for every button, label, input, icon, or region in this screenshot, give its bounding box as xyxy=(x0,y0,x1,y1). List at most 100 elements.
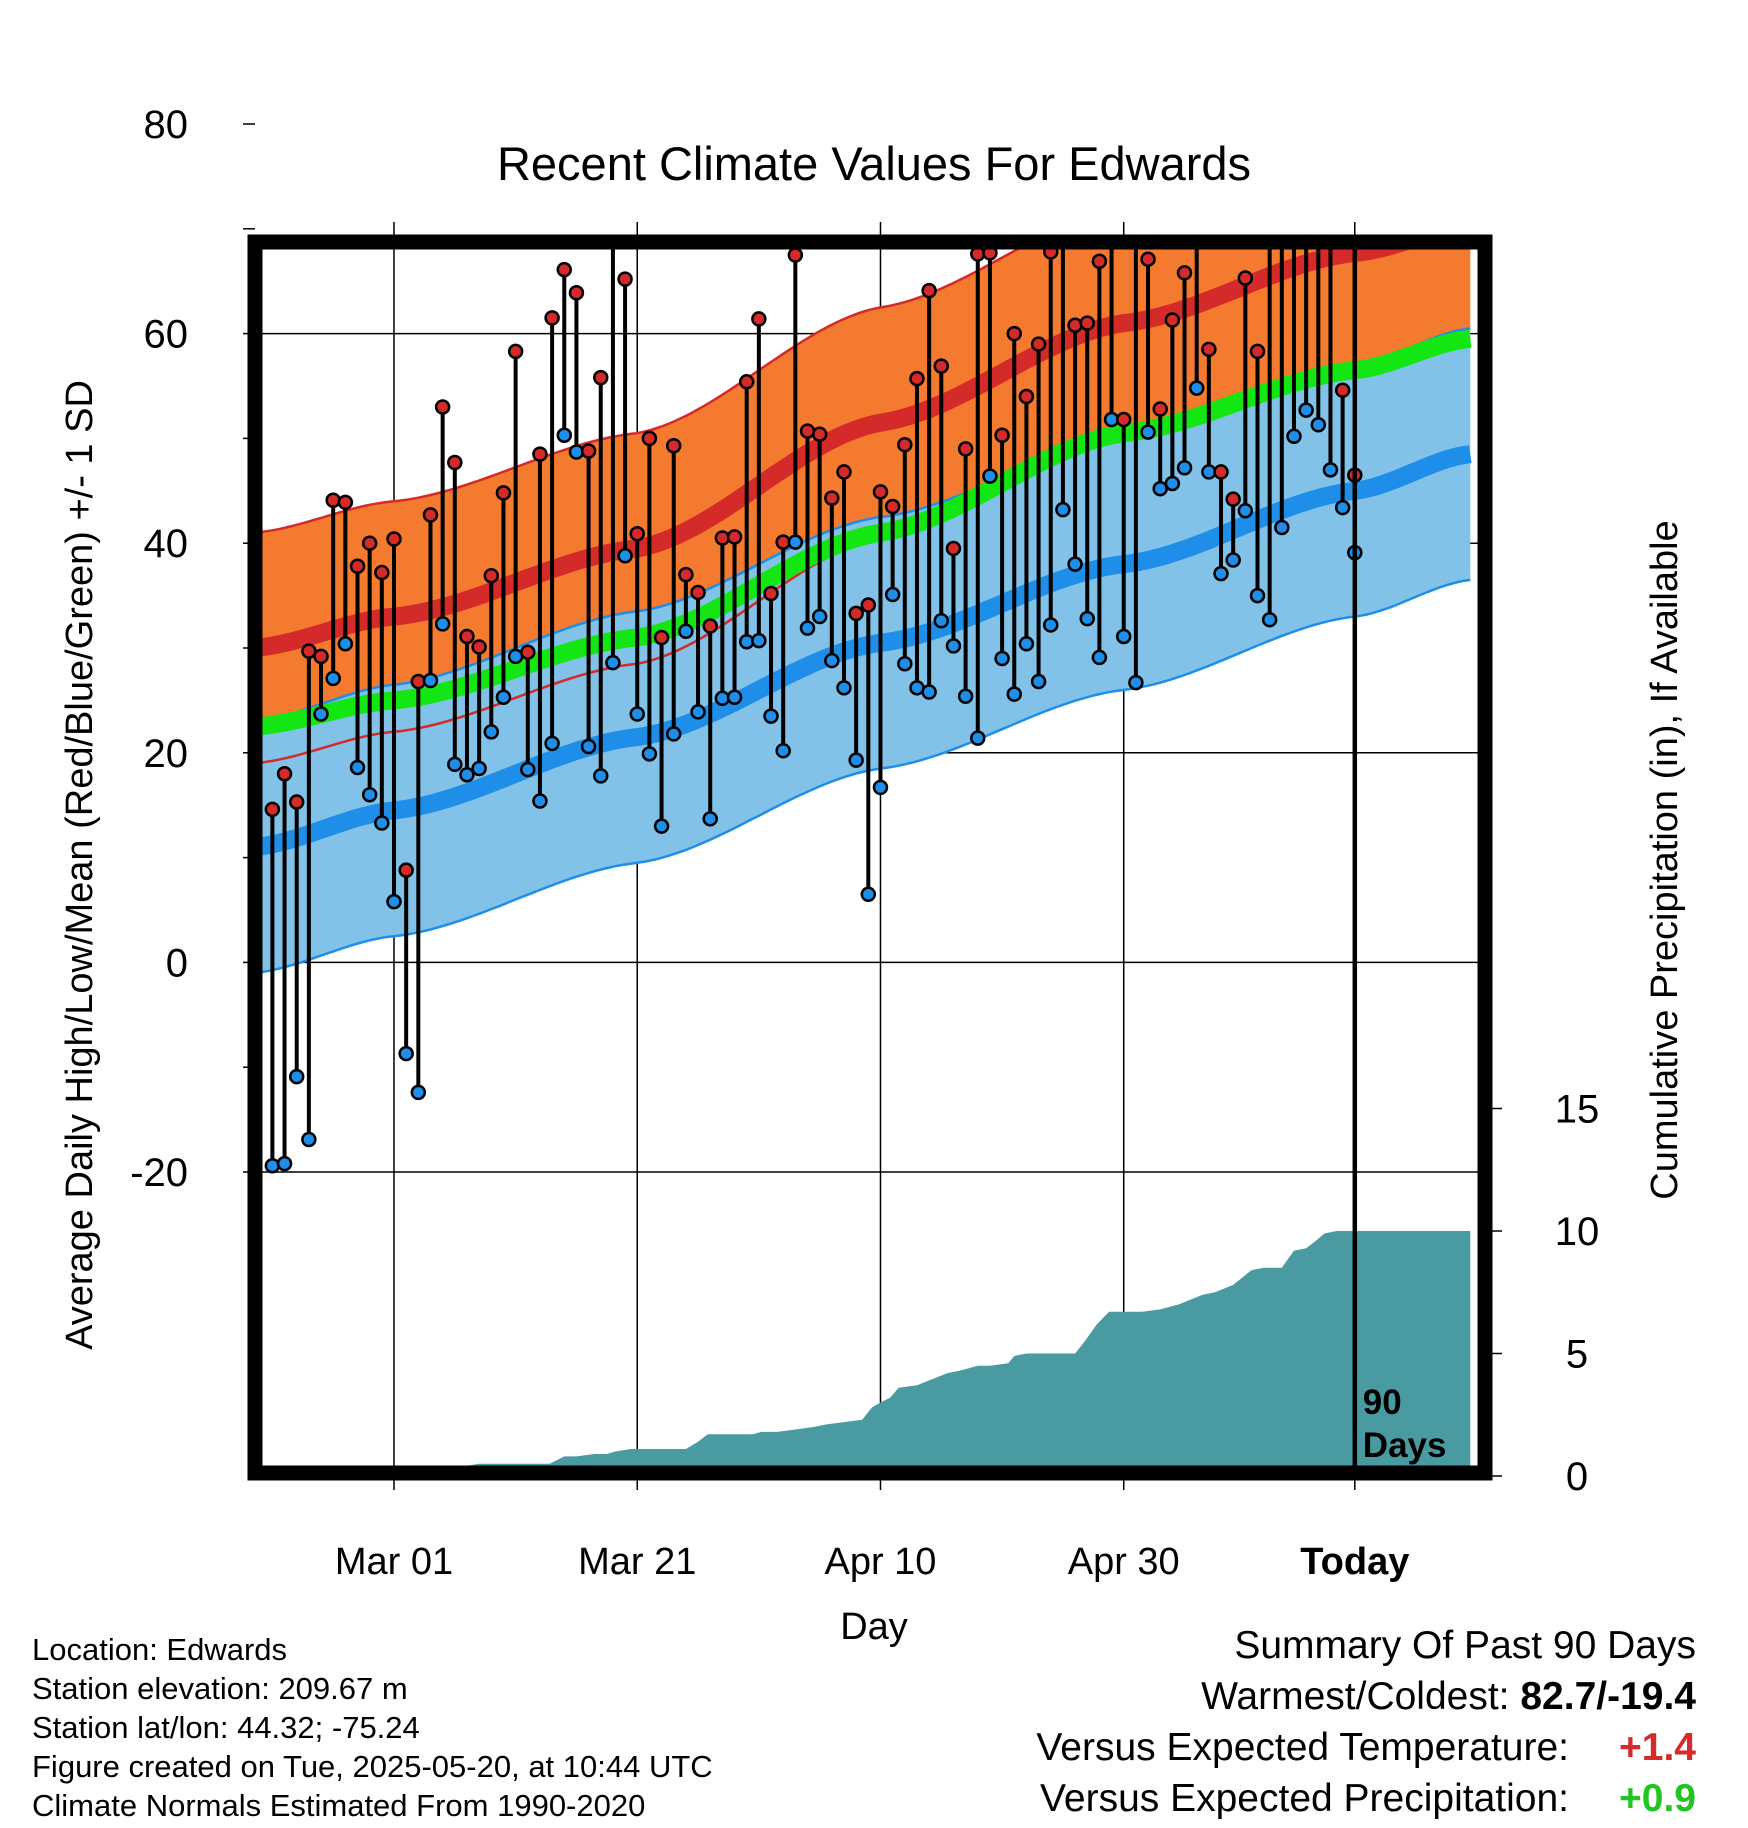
daily-low-point xyxy=(897,655,913,672)
x-tick-label-today: Today xyxy=(1300,1541,1409,1583)
daily-high-point xyxy=(1105,123,1118,136)
daily-low-point xyxy=(726,689,743,706)
daily-high-point xyxy=(568,284,585,301)
daily-low-point xyxy=(422,672,439,689)
daily-low-point xyxy=(1067,556,1083,572)
daily-high-point xyxy=(884,498,901,515)
daily-high-point xyxy=(606,198,619,211)
daily-high-point xyxy=(386,531,402,547)
daily-high-point xyxy=(471,639,487,655)
y-tick-label: 20 xyxy=(144,732,189,776)
daily-high-point xyxy=(678,566,694,583)
daily-low-point xyxy=(775,742,791,759)
y-tick-label: 60 xyxy=(144,313,189,357)
daily-high-point xyxy=(398,862,414,878)
daily-high-point xyxy=(641,430,658,447)
daily-high-point xyxy=(313,648,329,665)
daily-high-point xyxy=(872,484,889,500)
daily-high-point xyxy=(1079,315,1095,331)
daily-high-point xyxy=(276,766,293,782)
daily-low-point xyxy=(1334,499,1351,516)
daily-high-point xyxy=(349,558,366,575)
daily-low-point xyxy=(580,738,597,755)
daily-high-point xyxy=(361,535,378,551)
y-tick-label: 0 xyxy=(166,941,188,985)
daily-high-point xyxy=(1091,253,1108,270)
daily-high-point xyxy=(1190,204,1203,217)
high-band-top-edge xyxy=(262,248,1023,534)
daily-low-point xyxy=(1322,462,1339,478)
temp-anomaly-label: Versus Expected Temperature: xyxy=(1036,1726,1569,1769)
daily-low-point xyxy=(1030,673,1047,690)
daily-low-point xyxy=(410,1084,427,1101)
daily-low-point xyxy=(1274,519,1290,536)
daily-low-point xyxy=(690,704,706,720)
daily-low-point xyxy=(301,1131,317,1148)
warmest-coldest-row: Warmest/Coldest: 82.7/-19.4 xyxy=(1036,1671,1696,1722)
daily-high-point xyxy=(1237,270,1254,286)
daily-low-point xyxy=(982,468,998,484)
y-tick-label: -20 xyxy=(130,1151,188,1195)
warmest-coldest-label: Warmest/Coldest: xyxy=(1201,1675,1521,1718)
days-label-number: 90 xyxy=(1363,1383,1402,1422)
daily-high-point xyxy=(544,310,560,326)
daily-low-point xyxy=(1042,617,1059,633)
daily-high-point xyxy=(1030,336,1047,352)
daily-high-point xyxy=(1201,341,1217,358)
daily-high-point xyxy=(738,374,755,390)
daily-low-point xyxy=(629,706,645,722)
daily-low-point xyxy=(398,1045,414,1062)
daily-low-point xyxy=(1055,501,1071,518)
daily-high-point xyxy=(1300,176,1313,189)
y2-tick-label: 10 xyxy=(1555,1210,1600,1254)
daily-high-point xyxy=(507,343,524,360)
daily-high-point xyxy=(1140,251,1156,267)
daily-low-point xyxy=(848,752,864,768)
daily-high-point xyxy=(957,441,974,457)
daily-high-point xyxy=(1006,325,1023,342)
daily-high-point xyxy=(933,358,950,374)
daily-low-point xyxy=(787,534,804,550)
daily-low-point xyxy=(264,1157,281,1174)
low-band-bottom-edge xyxy=(262,578,1471,974)
daily-low-point xyxy=(763,708,779,724)
daily-high-point xyxy=(1164,312,1181,328)
y-axis-label: Average Daily High/Low/Mean (Red/Blue/Gr… xyxy=(59,380,101,1350)
daily-high-point xyxy=(811,426,828,442)
daily-high-point xyxy=(495,485,512,501)
daily-low-point xyxy=(593,768,609,784)
axes: -20 0 20 40 60 80 0 5 10 15 Mar 01 Mar 21 Apr 10 Apr … xyxy=(130,103,1599,1583)
y-tick-label: 80 xyxy=(144,103,189,147)
daily-high-point xyxy=(702,618,718,634)
daily-low-point xyxy=(605,654,621,671)
daily-high-point xyxy=(824,490,840,506)
daily-high-point xyxy=(325,492,341,508)
daily-low-point xyxy=(386,893,402,910)
daily-high-point xyxy=(532,446,548,462)
days-label-text: Days xyxy=(1363,1426,1447,1465)
daily-high-point xyxy=(520,644,536,660)
chart-title: Recent Climate Values For Edwards xyxy=(497,137,1251,190)
y-tick-label: 40 xyxy=(144,522,189,566)
precip-anomaly-label: Versus Expected Precipitation: xyxy=(1040,1777,1569,1820)
daily-high-point xyxy=(763,585,779,602)
daily-low-point xyxy=(1261,611,1278,628)
daily-high-point xyxy=(556,261,573,278)
daily-low-point xyxy=(799,620,816,636)
daily-low-point xyxy=(495,689,512,706)
plot-area: 90 Days xyxy=(262,123,1478,1466)
daily-low-point xyxy=(1249,587,1266,604)
temp-anomaly-row: Versus Expected Temperature: +1.4 xyxy=(1036,1722,1696,1773)
daily-high-point xyxy=(653,629,670,646)
daily-high-point xyxy=(751,311,767,327)
daily-low-point xyxy=(1286,428,1302,445)
daily-high-point xyxy=(1324,198,1337,211)
daily-low-point xyxy=(447,756,463,773)
daily-high-point xyxy=(1018,388,1035,405)
daily-high-point xyxy=(1312,137,1325,150)
daily-high-point xyxy=(580,443,597,459)
daily-low-point xyxy=(1298,402,1314,418)
daily-high-point xyxy=(422,507,439,523)
